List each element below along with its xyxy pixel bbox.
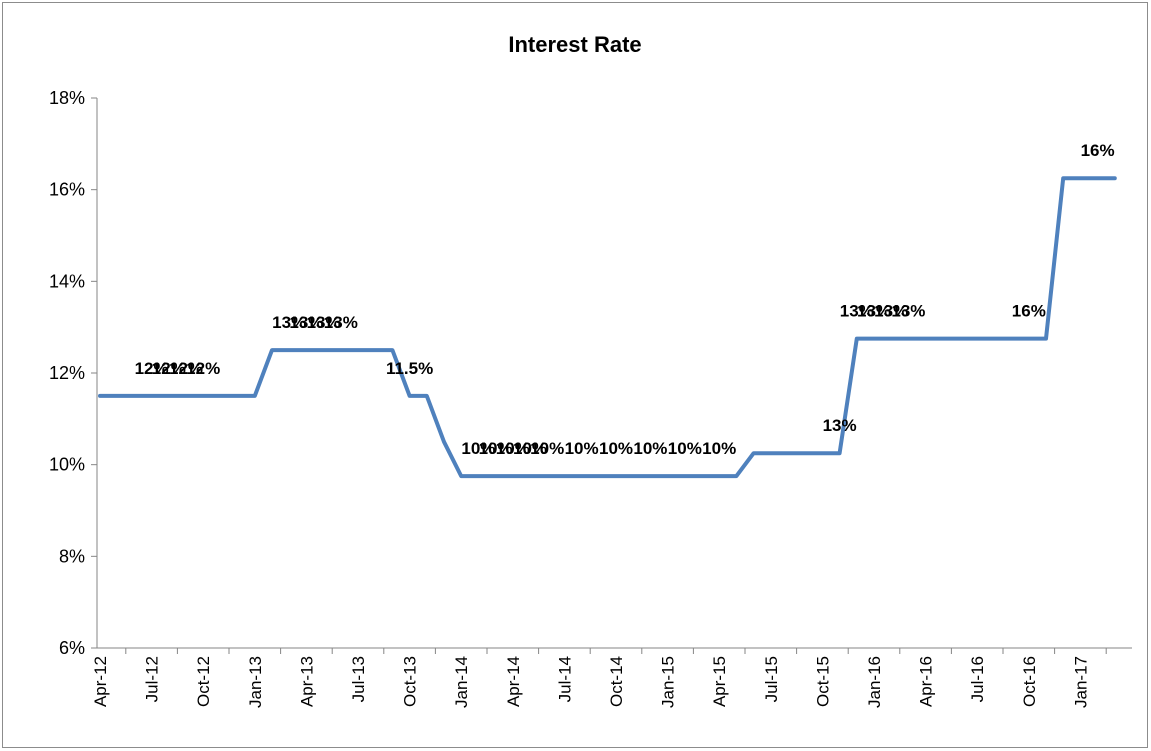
data-label: 13% [272, 313, 306, 332]
x-tick-label: Apr-15 [710, 656, 729, 707]
data-label: 10% [496, 439, 530, 458]
data-label: 12% [186, 359, 220, 378]
data-label: 10% [633, 439, 667, 458]
x-tick-labels: Apr-12 Jul-12 Oct-12 Jan-13 Apr-13 Jul-13 Oct-… [91, 656, 1090, 708]
x-tick-label: Oct-13 [401, 656, 420, 707]
data-label: 10% [479, 439, 513, 458]
x-tick-label: Jan-14 [452, 656, 471, 708]
data-label: 16% [1012, 302, 1046, 321]
data-label: 10% [461, 439, 495, 458]
x-tick-label: Oct-12 [194, 656, 213, 707]
data-label: 12% [169, 359, 203, 378]
x-tick-label: Oct-15 [813, 656, 832, 707]
data-label: 10% [513, 439, 547, 458]
x-tick-label: Jan-17 [1071, 656, 1090, 708]
data-label: 10% [530, 439, 564, 458]
x-tick-label: Jul-14 [555, 656, 574, 702]
y-tick-label: 18% [49, 88, 85, 108]
x-tick-label: Jan-16 [865, 656, 884, 708]
x-tick-label: Oct-14 [607, 656, 626, 707]
y-tick-label: 12% [49, 363, 85, 383]
x-tick-label: Jan-15 [659, 656, 678, 708]
data-label: 13% [874, 302, 908, 321]
series-lines [98, 176, 1117, 479]
data-label: 13% [857, 302, 891, 321]
data-label: 10% [668, 439, 702, 458]
data-label: 12% [135, 359, 169, 378]
y-tick-label: 8% [59, 546, 85, 566]
x-tick-label: Jul-15 [762, 656, 781, 702]
axes [91, 97, 1132, 654]
x-tick-label: Apr-14 [504, 656, 523, 707]
x-tick-label: Jul-16 [968, 656, 987, 702]
x-tick-label: Apr-12 [91, 656, 110, 707]
x-tick-label: Oct-16 [1020, 656, 1039, 707]
data-label: 10% [565, 439, 599, 458]
data-label: 10% [599, 439, 633, 458]
data-label: 11.5% [386, 359, 433, 378]
x-tick-label: Jan-13 [246, 656, 265, 708]
x-tick-label: Jul-12 [143, 656, 162, 702]
data-label: 13% [307, 313, 341, 332]
data-label: 12% [152, 359, 186, 378]
data-label: 13% [324, 313, 358, 332]
y-tick-labels: 6% 8% 10% 12% 14% 16% 18% [49, 88, 85, 658]
x-tick-label: Apr-13 [297, 656, 316, 707]
y-tick-label: 6% [59, 638, 85, 658]
data-label: 16% [1081, 141, 1115, 160]
data-label: 13% [840, 302, 874, 321]
data-label: 13% [289, 313, 323, 332]
x-tick-label: Apr-16 [917, 656, 936, 707]
data-label: 13% [891, 302, 925, 321]
series-line [98, 176, 1117, 479]
x-tick-label: Jul-13 [349, 656, 368, 702]
y-tick-label: 14% [49, 271, 85, 291]
data-label: 10% [702, 439, 736, 458]
y-tick-label: 16% [49, 180, 85, 200]
data-labels: 12%12%12%12%13%13%13%13%11.5%10%10%10%10… [135, 141, 1115, 458]
chart-title: Interest Rate [508, 32, 641, 57]
y-tick-label: 10% [49, 455, 85, 475]
data-label: 13% [823, 416, 857, 435]
